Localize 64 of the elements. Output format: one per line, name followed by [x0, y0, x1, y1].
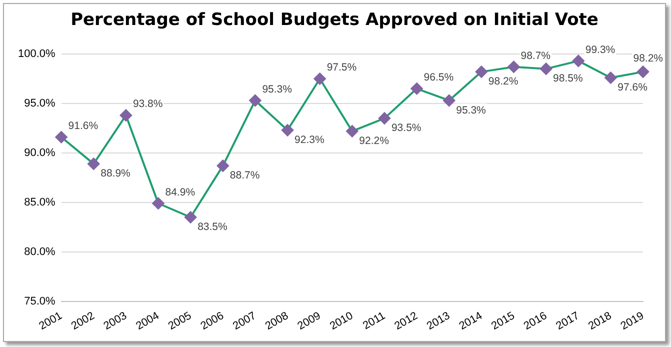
x-tick-label: 2004	[134, 310, 162, 333]
data-label: 91.6%	[68, 120, 98, 132]
data-label: 98.5%	[553, 72, 583, 85]
x-tick-label: 2001	[37, 310, 64, 333]
data-label: 95.3%	[262, 83, 292, 96]
point	[184, 211, 197, 224]
point	[572, 54, 584, 67]
point	[152, 197, 164, 210]
x-tick-label: 2012	[392, 310, 420, 333]
data-label: 88.9%	[100, 168, 130, 180]
data-label: 98.7%	[520, 50, 551, 62]
point	[604, 72, 617, 84]
y-tick-label: 90.0%	[24, 146, 56, 159]
x-tick-label: 2015	[490, 310, 517, 333]
y-tick-label: 80.0%	[24, 246, 56, 258]
data-label: 93.5%	[391, 122, 422, 134]
point	[282, 124, 294, 136]
data-label: 92.2%	[359, 135, 389, 148]
y-tick-label: 75.0%	[24, 295, 56, 308]
x-tick-label: 2011	[361, 310, 388, 332]
data-label: 96.5%	[424, 72, 454, 84]
data-label: 92.3%	[294, 134, 324, 146]
point	[637, 66, 649, 78]
x-tick-label: 2003	[102, 310, 129, 333]
point	[475, 66, 488, 78]
x-tick-label: 2009	[296, 310, 323, 333]
data-label: 99.3%	[585, 44, 616, 56]
x-tick-label: 2018	[586, 310, 614, 333]
point	[540, 62, 552, 75]
data-label: 95.3%	[456, 104, 486, 116]
x-tick-label: 2019	[618, 310, 646, 333]
data-label: 88.7%	[230, 170, 260, 182]
x-tick-label: 2013	[424, 310, 452, 333]
data-label: 98.2%	[633, 52, 664, 65]
data-label: 97.6%	[618, 82, 648, 94]
x-tick-label: 2007	[231, 310, 258, 333]
data-label: 98.2%	[488, 76, 518, 88]
point	[88, 158, 100, 170]
point	[55, 131, 68, 144]
point	[120, 109, 132, 122]
point	[508, 60, 520, 73]
chart-title: Percentage of School Budgets Approved on Initial Vote	[70, 10, 600, 30]
data-label: 97.5%	[326, 62, 357, 74]
y-tick-label: 95.0%	[24, 98, 56, 110]
x-tick-label: 2006	[198, 310, 226, 333]
x-tick-label: 2005	[166, 310, 194, 333]
x-tick-label: 2016	[522, 310, 550, 333]
data-label: 84.9%	[165, 186, 196, 198]
x-tick-label: 2014	[457, 310, 484, 333]
point	[410, 82, 423, 95]
y-tick-label: 100.0%	[18, 48, 56, 60]
y-tick-label: 85.0%	[24, 196, 56, 208]
point	[216, 160, 229, 172]
x-tick-label: 2002	[69, 310, 97, 333]
data-label: 93.8%	[132, 98, 163, 110]
data-label: 83.5%	[198, 221, 228, 234]
point	[378, 112, 390, 124]
x-tick-label: 2017	[554, 310, 582, 333]
point	[314, 72, 326, 85]
x-tick-label: 2010	[328, 310, 356, 333]
point	[346, 125, 358, 138]
x-tick-label: 2008	[263, 310, 291, 333]
point	[249, 94, 262, 106]
point	[443, 94, 456, 106]
